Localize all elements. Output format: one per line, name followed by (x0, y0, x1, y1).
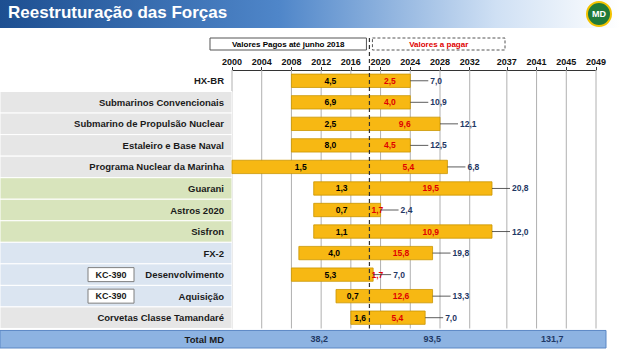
svg-text:HX-BR: HX-BR (194, 75, 224, 86)
svg-text:2049: 2049 (586, 57, 606, 67)
svg-text:Total MD: Total MD (185, 334, 225, 345)
svg-text:12,0: 12,0 (512, 227, 529, 237)
svg-text:KC-390: KC-390 (95, 270, 126, 280)
svg-text:10,9: 10,9 (422, 227, 439, 237)
svg-text:4,0: 4,0 (384, 97, 396, 107)
svg-text:12,6: 12,6 (393, 291, 410, 301)
svg-text:Estaleiro e Base Naval: Estaleiro e Base Naval (123, 140, 224, 151)
svg-text:1,5: 1,5 (295, 162, 307, 172)
svg-text:6,9: 6,9 (325, 97, 337, 107)
svg-text:2,4: 2,4 (401, 205, 413, 215)
svg-text:19,8: 19,8 (453, 248, 470, 258)
svg-text:2,5: 2,5 (325, 119, 337, 129)
svg-text:2016: 2016 (341, 57, 361, 67)
svg-text:2000: 2000 (222, 57, 242, 67)
svg-text:20,8: 20,8 (512, 183, 529, 193)
svg-text:Programa Nuclear da Marinha: Programa Nuclear da Marinha (89, 161, 224, 172)
svg-text:93,5: 93,5 (423, 334, 441, 344)
svg-text:Corvetas Classe Tamandaré: Corvetas Classe Tamandaré (97, 312, 224, 323)
svg-text:0,7: 0,7 (336, 205, 348, 215)
svg-text:1,7: 1,7 (371, 269, 384, 280)
svg-text:15,8: 15,8 (393, 248, 410, 258)
svg-text:Aquisição: Aquisição (179, 291, 225, 302)
svg-text:Sisfron: Sisfron (191, 226, 224, 237)
svg-text:2041: 2041 (527, 57, 547, 67)
svg-text:7,0: 7,0 (430, 76, 442, 86)
svg-text:2037: 2037 (497, 57, 517, 67)
svg-text:12,5: 12,5 (430, 140, 447, 150)
svg-text:Guarani: Guarani (188, 183, 224, 194)
svg-text:2004: 2004 (252, 57, 272, 67)
svg-text:KC-390: KC-390 (95, 291, 126, 301)
svg-text:2045: 2045 (556, 57, 576, 67)
svg-text:8,0: 8,0 (325, 140, 337, 150)
svg-text:4,0: 4,0 (328, 248, 340, 258)
svg-text:4,5: 4,5 (325, 76, 337, 86)
svg-text:12,1: 12,1 (460, 119, 477, 129)
svg-text:FX-2: FX-2 (203, 248, 224, 259)
svg-text:2,5: 2,5 (384, 76, 396, 86)
svg-text:10,9: 10,9 (430, 97, 447, 107)
svg-text:4,5: 4,5 (384, 140, 396, 150)
svg-text:Submarino de Propulsão Nuclear: Submarino de Propulsão Nuclear (74, 118, 224, 129)
svg-text:Astros 2020: Astros 2020 (170, 205, 224, 216)
svg-text:7,0: 7,0 (393, 270, 405, 280)
svg-text:5,4: 5,4 (403, 162, 415, 172)
svg-text:2024: 2024 (400, 57, 420, 67)
svg-text:1,6: 1,6 (354, 313, 366, 323)
svg-text:19,5: 19,5 (422, 183, 439, 193)
svg-text:5,3: 5,3 (325, 270, 337, 280)
svg-text:0,7: 0,7 (347, 291, 359, 301)
svg-text:7,0: 7,0 (445, 313, 457, 323)
svg-text:6,8: 6,8 (467, 162, 479, 172)
svg-text:13,3: 13,3 (453, 291, 470, 301)
html-text:Reestruturação das Forças: Reestruturação das Forças (8, 3, 228, 22)
svg-text:1,1: 1,1 (336, 227, 348, 237)
svg-text:2032: 2032 (460, 57, 480, 67)
svg-text:2012: 2012 (311, 57, 331, 67)
svg-text:Valores Pagos até junho 2018: Valores Pagos até junho 2018 (232, 40, 345, 49)
html-text:MD: MD (592, 9, 606, 19)
svg-text:9,6: 9,6 (399, 119, 411, 129)
svg-text:2028: 2028 (430, 57, 450, 67)
svg-text:Desenvolvimento: Desenvolvimento (145, 269, 224, 280)
svg-text:2020: 2020 (371, 57, 391, 67)
svg-text:2008: 2008 (281, 57, 301, 67)
svg-text:131,7: 131,7 (541, 334, 564, 344)
svg-text:5,4: 5,4 (391, 313, 403, 323)
svg-text:1,7: 1,7 (371, 205, 384, 215)
svg-text:38,2: 38,2 (311, 334, 329, 344)
svg-text:Valores a pagar: Valores a pagar (409, 40, 468, 49)
svg-text:Submarinos Convencionais: Submarinos Convencionais (99, 97, 224, 108)
svg-text:1,3: 1,3 (336, 183, 348, 193)
